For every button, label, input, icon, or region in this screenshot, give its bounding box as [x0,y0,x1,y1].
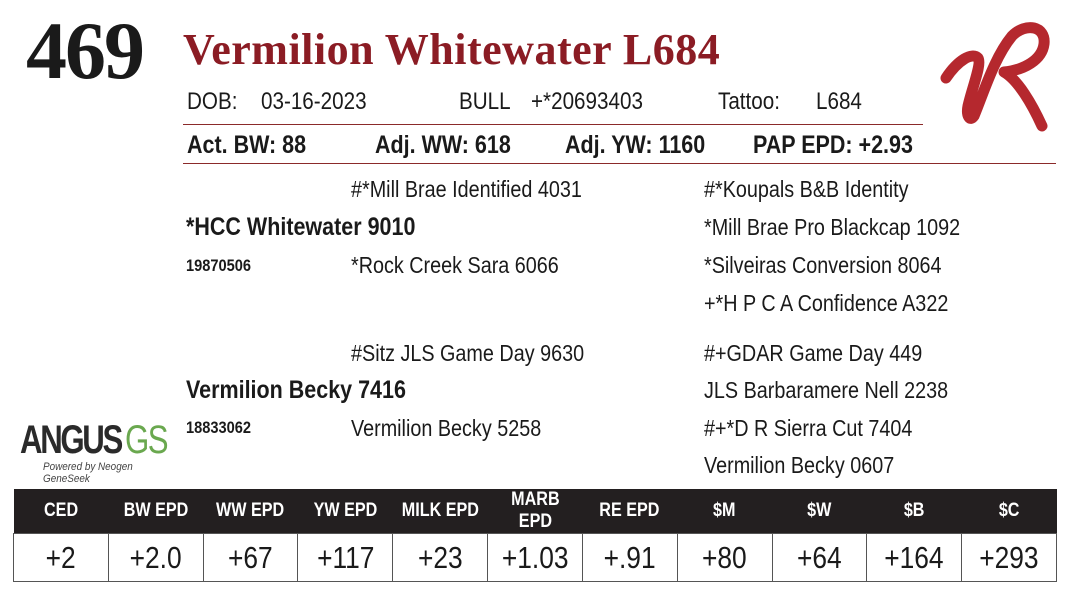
performance-divider [183,163,1056,164]
epd-header-ww: WW EPD [203,489,298,534]
act-bw: Act. BW: 88 [187,131,307,159]
sire-dam-sire: *Silveiras Conversion 8064 [704,252,942,278]
vr-brand-logo-icon [940,22,1050,132]
epd-header-milk: MILK EPD [392,489,488,534]
epd-header-bw: BW EPD [108,489,204,534]
animal-name: Vermilion Whitewater L684 [183,25,721,74]
sire-reg-number: 19870506 [186,256,252,275]
sire-name: *HCC Whitewater 9010 [186,213,416,241]
epd-header-b: $B [866,489,962,534]
epd-table: CED BW EPD WW EPD YW EPD MILK EPD MARB E… [13,489,1057,582]
adj-yw: Adj. YW: 1160 [565,131,706,159]
epd-header-marb: MARB EPD [487,489,583,534]
epd-header-re: RE EPD [582,489,678,534]
epd-value-re: +.91 [581,533,678,582]
sire-dam: *Rock Creek Sara 6066 [351,252,559,278]
epd-value-ced: +2 [13,533,109,582]
sire-sire-dam: *Mill Brae Pro Blackcap 1092 [704,214,961,240]
dob-value: 03-16-2023 [261,88,367,115]
dam-name: Vermilion Becky 7416 [186,376,406,404]
epd-header-row: CED BW EPD WW EPD YW EPD MILK EPD MARB E… [13,489,1057,534]
epd-value-b: +164 [866,533,963,582]
epd-value-milk: +23 [392,533,489,582]
dam-reg-number: 18833062 [186,418,252,437]
adj-ww: Adj. WW: 618 [375,131,511,159]
dam-sire-sire: #+GDAR Game Day 449 [704,340,923,366]
sire-sire-sire: #*Koupals B&B Identity [704,176,909,202]
epd-header-ced: CED [13,489,109,534]
tattoo-label: Tattoo: [718,88,780,115]
epd-value-w: +64 [771,533,868,582]
epd-header-m: $M [677,489,772,534]
gs-wordmark: GS [125,418,169,462]
pap-epd: PAP EPD: +2.93 [753,131,913,159]
dam-dam: Vermilion Becky 5258 [351,415,542,441]
dob-label: DOB: [187,88,238,115]
epd-value-m: +80 [676,533,773,582]
sex-value: BULL [459,88,511,115]
epd-header-yw: YW EPD [297,489,393,534]
registration-number: +*20693403 [531,88,643,115]
epd-value-c: +293 [961,533,1057,582]
dam-sire: #Sitz JLS Game Day 9630 [351,340,585,366]
lot-number: 469 [26,5,145,96]
header-divider [183,124,923,125]
dam-dam-dam: Vermilion Becky 0607 [704,452,895,478]
epd-value-marb: +1.03 [487,533,583,582]
epd-header-c: $C [961,489,1057,534]
epd-header-w: $W [772,489,867,534]
sire-sire: #*Mill Brae Identified 4031 [351,176,582,202]
sire-dam-dam: +*H P C A Confidence A322 [704,290,949,316]
powered-by-text: Powered by Neogen GeneSeek [43,461,133,485]
epd-value-ww: +67 [202,533,299,582]
angus-wordmark: ANGUS [20,418,123,462]
angus-gs-logo: ANGUS GS Powered by Neogen GeneSeek [20,418,170,485]
epd-value-row: +2 +2.0 +67 +117 +23 +1.03 +.91 +80 +64 … [13,533,1057,582]
dam-sire-dam: JLS Barbaramere Nell 2238 [704,377,949,403]
epd-value-bw: +2.0 [107,533,204,582]
dam-dam-sire: #+*D R Sierra Cut 7404 [704,415,913,441]
tattoo-value: L684 [816,88,862,115]
epd-value-yw: +117 [297,533,394,582]
